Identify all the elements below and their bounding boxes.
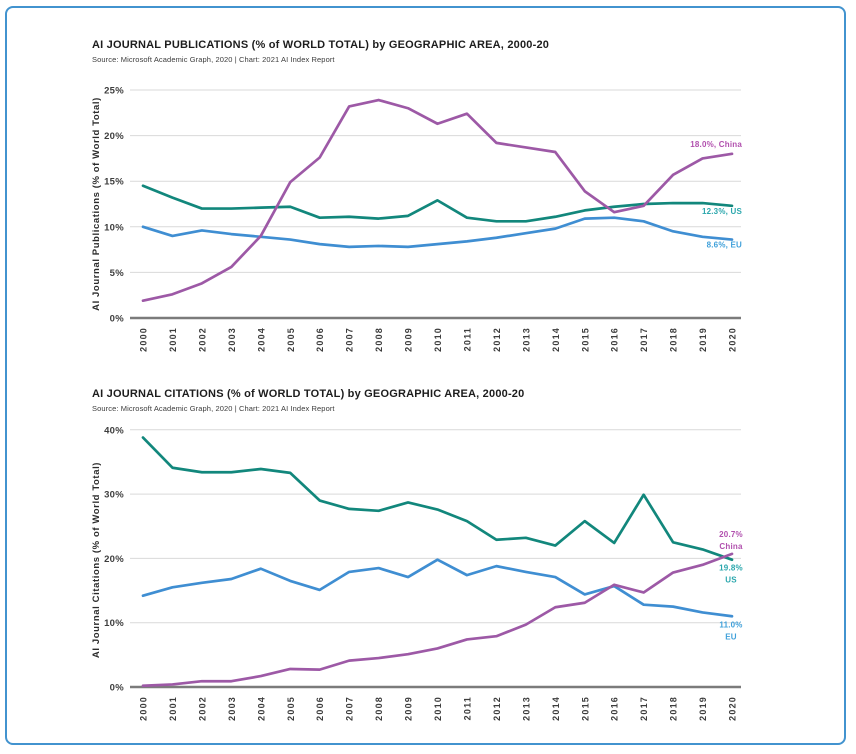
page-border: [5, 6, 846, 745]
x-tick-label: 2018: [669, 696, 679, 721]
x-tick-label: 2010: [433, 327, 443, 352]
publications-chart-source: Source: Microsoft Academic Graph, 2020 |…: [92, 55, 335, 64]
series-line-China: [141, 98, 734, 303]
x-tick-label: 2000: [139, 327, 149, 352]
x-tick-label: 2005: [286, 327, 296, 352]
y-tick-label: 25%: [104, 86, 124, 97]
x-tick-label: 2013: [521, 327, 531, 352]
x-tick-label: 2017: [639, 696, 649, 721]
x-tick-label: 2007: [345, 696, 355, 721]
series-line-US: [141, 184, 734, 223]
series-end-label-US: 12.3%, US: [702, 207, 743, 216]
citations-chart-source: Source: Microsoft Academic Graph, 2020 |…: [92, 404, 335, 413]
series-end-label-US: 19.8%: [719, 564, 743, 573]
y-tick-label: 5%: [110, 268, 125, 279]
x-tick-label: 2011: [462, 327, 472, 351]
series-line-EU: [141, 216, 734, 249]
x-tick-label: 2004: [256, 327, 266, 352]
series-end-label-EU: 8.6%, EU: [707, 241, 742, 250]
x-tick-label: 2009: [404, 327, 414, 352]
x-tick-label: 2006: [315, 696, 325, 721]
x-tick-label: 2009: [404, 696, 414, 721]
y-tick-label: 10%: [104, 222, 124, 233]
y-axis-title: AI Journal Citations (% of World Total): [91, 462, 102, 658]
x-tick-label: 2019: [698, 696, 708, 721]
series-end-label-China: 20.7%: [719, 530, 743, 539]
x-tick-label: 2006: [315, 327, 325, 352]
x-tick-label: 2020: [728, 327, 738, 352]
x-tick-label: 2005: [286, 696, 296, 721]
x-tick-label: 2003: [227, 327, 237, 352]
y-tick-label: 40%: [104, 425, 124, 436]
series-end-label-China: China: [719, 542, 743, 551]
y-tick-label: 0%: [110, 314, 125, 325]
x-tick-label: 2012: [492, 327, 502, 352]
citations-chart-title: AI JOURNAL CITATIONS (% of WORLD TOTAL) …: [92, 388, 525, 400]
x-tick-label: 2016: [610, 327, 620, 352]
y-axis-title: AI Journal Publications (% of World Tota…: [91, 97, 102, 311]
x-tick-label: 2017: [639, 327, 649, 352]
y-tick-label: 30%: [104, 490, 124, 501]
x-tick-label: 2002: [197, 327, 207, 352]
y-tick-label: 0%: [110, 683, 125, 694]
x-tick-label: 2000: [139, 696, 149, 721]
x-tick-label: 2013: [521, 696, 531, 721]
series-line-China: [141, 552, 734, 688]
x-tick-label: 2010: [433, 696, 443, 721]
y-tick-label: 15%: [104, 177, 124, 188]
x-tick-label: 2003: [227, 696, 237, 721]
series-line-US: [141, 436, 734, 562]
x-tick-label: 2015: [580, 696, 590, 721]
y-tick-label: 10%: [104, 618, 124, 629]
series-end-label-EU: EU: [725, 632, 737, 641]
x-tick-label: 2001: [168, 696, 178, 721]
y-tick-label: 20%: [104, 131, 124, 142]
publications-chart: 0% 5% 10% 15% 20% 25% 2000 2001 2002 2003 2004 2005…: [91, 86, 743, 352]
x-tick-label: 2016: [610, 696, 620, 721]
x-tick-label: 2007: [345, 327, 355, 352]
x-tick-label: 2019: [698, 327, 708, 352]
y-tick-label: 20%: [104, 554, 124, 565]
x-tick-label: 2015: [580, 327, 590, 352]
citations-chart: 0% 10% 20% 30% 40% 2000 2001 2002 2003 2004 2005 20…: [91, 425, 743, 721]
x-tick-label: 2014: [551, 327, 561, 352]
x-tick-label: 2001: [168, 327, 178, 352]
publications-chart-title: AI JOURNAL PUBLICATIONS (% of WORLD TOTA…: [92, 39, 550, 51]
x-tick-label: 2014: [551, 696, 561, 721]
series-end-label-EU: 11.0%: [719, 620, 742, 629]
x-tick-label: 2018: [669, 327, 679, 352]
x-tick-label: 2011: [462, 696, 472, 720]
x-tick-label: 2008: [374, 696, 384, 721]
x-tick-label: 2008: [374, 327, 384, 352]
series-line-EU: [141, 558, 734, 618]
series-end-label-China: 18.0%, China: [690, 140, 742, 149]
x-tick-label: 2020: [728, 696, 738, 721]
x-tick-label: 2012: [492, 696, 502, 721]
x-tick-label: 2002: [197, 696, 207, 721]
x-tick-label: 2004: [256, 696, 266, 721]
series-end-label-US: US: [725, 576, 737, 585]
